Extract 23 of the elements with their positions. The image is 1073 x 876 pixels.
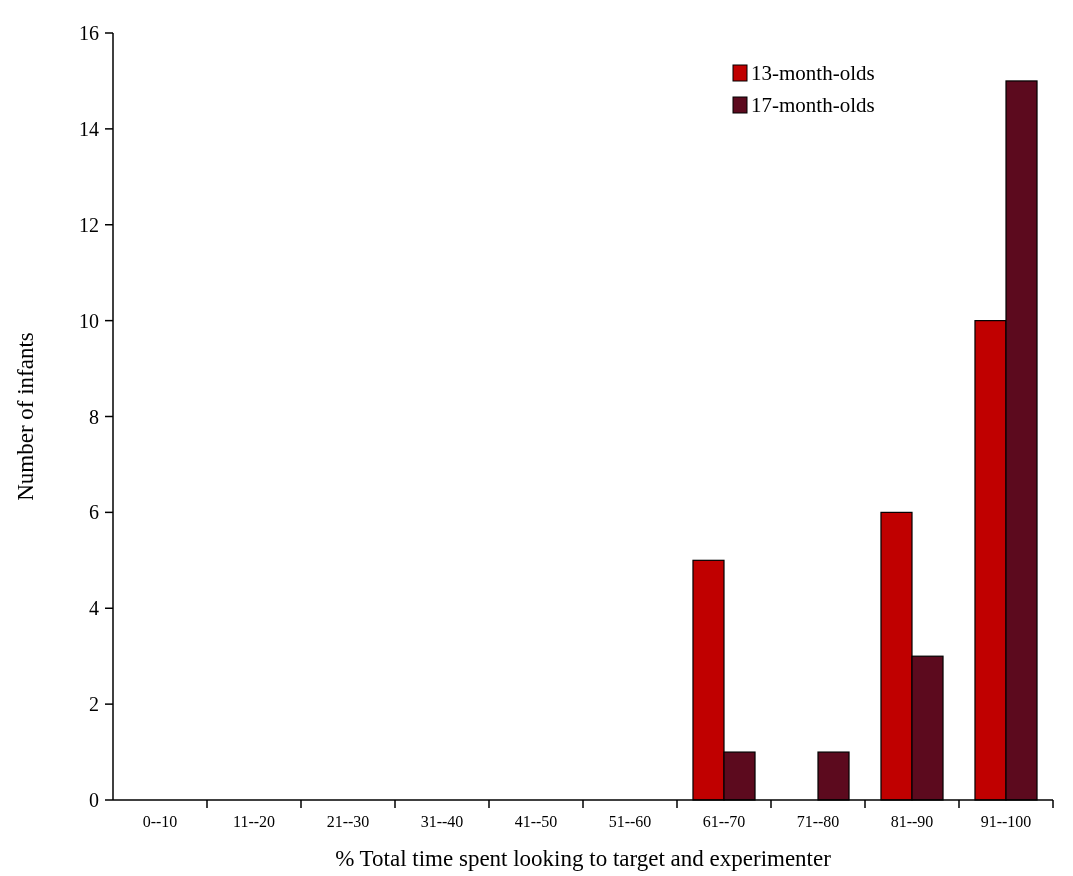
- x-axis-title: % Total time spent looking to target and experimenter: [335, 846, 832, 871]
- legend-label: 17-month-olds: [751, 93, 875, 118]
- y-tick-label: 12: [79, 213, 99, 236]
- x-tick-label: 81--90: [890, 813, 934, 830]
- y-tick-label: 6: [89, 501, 99, 524]
- x-tick-label: 51--60: [608, 813, 652, 830]
- y-tick-label: 8: [89, 405, 99, 428]
- y-tick-label: 10: [79, 309, 99, 332]
- x-tick-label: 71--80: [796, 813, 840, 830]
- x-tick-label: 31--40: [420, 813, 464, 830]
- y-axis-title: Number of infants: [13, 332, 38, 501]
- y-tick-label: 16: [79, 22, 99, 44]
- x-tick-label: 61--70: [702, 813, 746, 830]
- x-tick-label: 0--10: [142, 813, 178, 830]
- y-tick-label: 2: [89, 693, 99, 716]
- y-tick-label: 0: [89, 789, 99, 811]
- y-tick-label: 14: [79, 117, 99, 140]
- x-tick-label: 91--100: [980, 813, 1032, 830]
- x-tick-label: 41--50: [514, 813, 558, 830]
- x-tick-label: 11--20: [232, 813, 276, 830]
- x-tick-label: 21--30: [326, 813, 370, 830]
- y-tick-label: 4: [89, 597, 99, 620]
- legend-label: 13-month-olds: [751, 61, 875, 86]
